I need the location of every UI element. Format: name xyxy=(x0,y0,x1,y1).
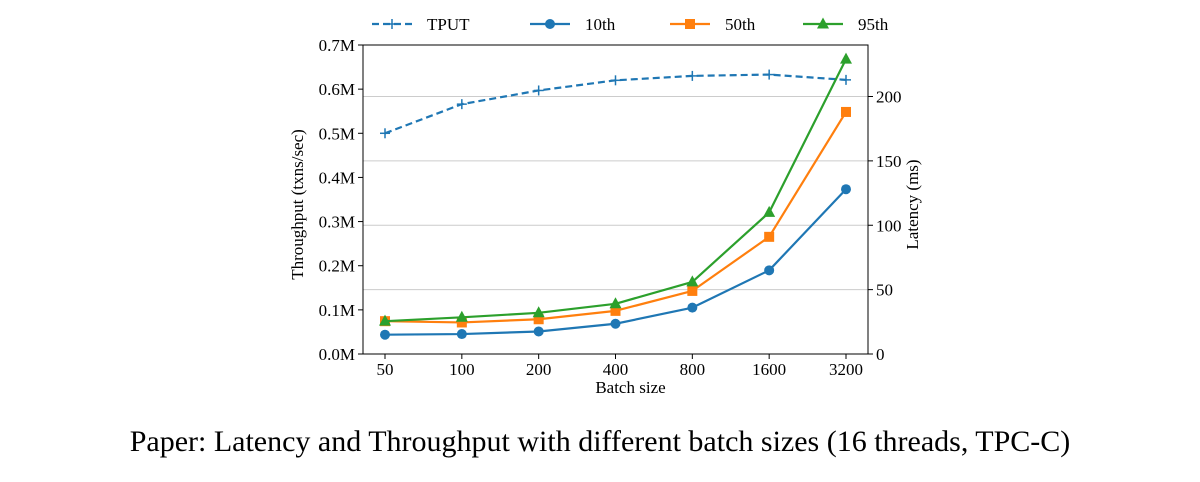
series-10th xyxy=(380,184,851,340)
left-tick-label: 0.6M xyxy=(319,80,355,99)
left-tick-label: 0.0M xyxy=(319,345,355,364)
series-line-95th xyxy=(384,58,847,323)
data-point-tput xyxy=(841,74,851,85)
series-layer xyxy=(379,52,852,340)
right-tick-label: 100 xyxy=(876,216,902,235)
x-tick-label: 800 xyxy=(680,360,706,379)
data-point-tput xyxy=(380,128,390,139)
right-tick-label: 150 xyxy=(876,152,902,171)
x-tick-label: 3200 xyxy=(829,360,863,379)
data-point-tput xyxy=(764,69,775,80)
data-point-tput xyxy=(456,99,467,110)
data-point-50th xyxy=(764,231,775,242)
data-point-50th xyxy=(533,314,544,325)
left-y-axis-title: Throughput (txns/sec) xyxy=(288,129,307,280)
grid-lines xyxy=(363,96,868,291)
left-tick-label: 0.7M xyxy=(319,36,355,55)
data-point-50th xyxy=(687,285,698,296)
data-point-10th xyxy=(687,302,698,313)
right-tick-label: 50 xyxy=(876,281,893,300)
series-tput xyxy=(380,69,851,139)
x-tick-label: 1600 xyxy=(752,360,786,379)
legend-marker-tput xyxy=(387,19,397,29)
data-point-50th xyxy=(841,106,851,117)
data-point-tput xyxy=(610,75,621,86)
left-tick-label: 0.1M xyxy=(319,301,355,320)
legend-label-95th: 95th xyxy=(858,15,889,34)
legend-label-10th: 10th xyxy=(585,15,616,34)
right-tick-label: 0 xyxy=(876,345,885,364)
legend-marker-50th xyxy=(685,19,695,29)
right-tick-label: 200 xyxy=(876,88,902,107)
data-point-50th xyxy=(456,317,467,328)
data-point-95th xyxy=(840,52,852,64)
data-point-95th xyxy=(686,275,699,287)
data-point-10th xyxy=(456,329,467,340)
left-tick-label: 0.2M xyxy=(319,257,355,276)
data-point-10th xyxy=(380,329,390,340)
right-y-axis: 0 50 100 150 200 xyxy=(868,88,902,364)
legend-marker-10th xyxy=(545,19,555,29)
data-point-10th xyxy=(764,265,775,276)
figure-caption: Paper: Latency and Throughput with diffe… xyxy=(129,425,1071,458)
chart: 0.0M 0.1M 0.2M 0.3M 0.4M 0.5M 0.6M 0.7M 0 50 100 1… xyxy=(288,15,922,397)
data-point-10th xyxy=(533,326,544,337)
series-line-50th xyxy=(384,111,847,324)
left-tick-label: 0.4M xyxy=(319,168,355,187)
left-tick-label: 0.3M xyxy=(319,213,355,232)
left-y-axis: 0.0M 0.1M 0.2M 0.3M 0.4M 0.5M 0.6M 0.7M xyxy=(319,36,363,364)
data-point-tput xyxy=(533,85,544,96)
data-point-50th xyxy=(610,305,621,316)
data-point-95th xyxy=(532,306,545,318)
series-95th xyxy=(379,52,852,326)
x-tick-label: 50 xyxy=(377,360,394,379)
data-point-95th xyxy=(609,297,622,309)
legend-marker-95th xyxy=(817,17,829,29)
data-point-95th xyxy=(455,310,468,322)
legend-label-50th: 50th xyxy=(725,15,756,34)
data-point-95th xyxy=(379,314,391,326)
legend: TPUT 10th 50th 95th xyxy=(372,15,889,34)
data-point-tput xyxy=(687,70,698,81)
x-tick-label: 400 xyxy=(603,360,629,379)
x-axis: 50 100 200 400 800 1600 3200 xyxy=(377,354,863,379)
data-point-10th xyxy=(610,318,621,329)
left-tick-label: 0.5M xyxy=(319,124,355,143)
series-50th xyxy=(380,106,851,328)
x-axis-title: Batch size xyxy=(595,378,665,397)
data-point-10th xyxy=(841,184,851,195)
x-tick-label: 100 xyxy=(449,360,475,379)
x-tick-label: 200 xyxy=(526,360,552,379)
legend-label-tput: TPUT xyxy=(427,15,470,34)
right-y-axis-title: Latency (ms) xyxy=(903,159,922,249)
data-point-95th xyxy=(763,205,776,217)
